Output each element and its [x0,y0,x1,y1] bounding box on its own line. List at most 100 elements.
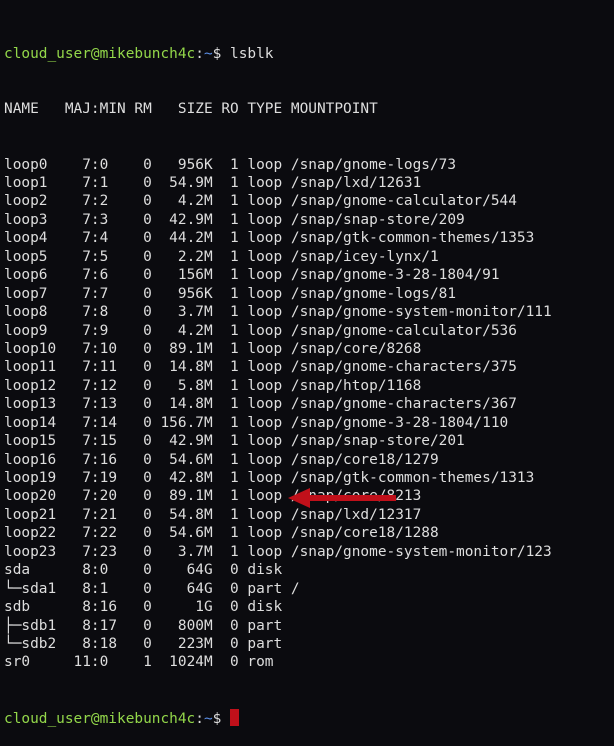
cell-name: loop15 [4,433,65,450]
device-row-loop0: loop0 7:0 0 956K 1 loop /snap/gnome-logs… [4,156,552,174]
cell-size: 2.2M [151,248,213,265]
cell-size: 956K [151,156,213,173]
cell-mountpoint: /snap/gtk-common-themes/1353 [282,230,535,247]
cell-name: loop19 [4,470,65,487]
cell-size: 223M [151,635,213,652]
cell-size: 42.9M [151,433,213,450]
cell-rm: 0 [125,470,152,487]
cell-rm: 0 [125,322,152,339]
header-mountpoint: MOUNTPOINT [282,101,378,118]
device-row-sda1: └─sda1 8:1 0 64G 0 part / [4,580,552,598]
device-row-loop23: loop23 7:23 0 3.7M 1 loop /snap/gnome-sy… [4,543,552,561]
cell-rm: 0 [125,211,152,228]
cell-size: 4.2M [151,322,213,339]
cell-size: 54.8M [151,506,213,523]
cell-rm: 0 [125,414,152,431]
header-ro: RO [212,101,239,118]
device-row-sda: sda 8:0 0 64G 0 disk [4,561,552,579]
cell-name: loop22 [4,525,65,542]
cell-type: loop [238,211,283,228]
cell-ro: 1 [212,211,239,228]
cell-rm: 0 [125,525,152,542]
cell-type: loop [238,267,283,284]
cell-type: loop [238,396,283,413]
cell-type: loop [238,248,283,265]
table-header: NAME MAJ:MIN RM SIZE RO TYPE MOUNTPOINT [4,100,552,118]
cell-ro: 1 [212,488,239,505]
cell-maj-min: 7:5 [64,248,126,265]
device-row-loop6: loop6 7:6 0 156M 1 loop /snap/gnome-3-28… [4,266,552,284]
cell-type: loop [238,451,283,468]
cell-maj-min: 7:3 [64,211,126,228]
cell-name: loop6 [4,267,65,284]
cell-ro: 1 [212,230,239,247]
cell-size: 1G [151,599,213,616]
cell-size: 956K [151,285,213,302]
cell-rm: 0 [125,377,152,394]
cell-ro: 1 [212,248,239,265]
cell-size: 156.7M [151,414,213,431]
cell-maj-min: 11:0 [64,654,126,671]
device-row-loop9: loop9 7:9 0 4.2M 1 loop /snap/gnome-calc… [4,322,552,340]
cell-rm: 0 [125,267,152,284]
cell-rm: 0 [125,193,152,210]
cell-rm: 0 [125,635,152,652]
cell-rm: 0 [125,562,152,579]
cell-type: loop [238,304,283,321]
device-row-loop8: loop8 7:8 0 3.7M 1 loop /snap/gnome-syst… [4,303,552,321]
cell-rm: 0 [125,488,152,505]
header-maj-min: MAJ:MIN [64,101,126,118]
cell-mountpoint: /snap/gnome-system-monitor/123 [282,543,552,560]
cell-maj-min: 7:20 [64,488,126,505]
header-rm: RM [125,101,152,118]
cell-name: loop5 [4,248,65,265]
cell-ro: 1 [212,304,239,321]
cell-maj-min: 7:14 [64,414,126,431]
device-row-loop19: loop19 7:19 0 42.8M 1 loop /snap/gtk-com… [4,469,552,487]
cell-rm: 0 [125,580,152,597]
cell-size: 156M [151,267,213,284]
header-size: SIZE [151,101,213,118]
device-row-loop22: loop22 7:22 0 54.6M 1 loop /snap/core18/… [4,524,552,542]
prompt-user-host: cloud_user@mikebunch4c [4,710,196,727]
cell-name: loop9 [4,322,65,339]
cell-size: 54.6M [151,451,213,468]
cell-rm: 1 [125,654,152,671]
device-row-loop10: loop10 7:10 0 89.1M 1 loop /snap/core/82… [4,340,552,358]
device-row-loop13: loop13 7:13 0 14.8M 1 loop /snap/gnome-c… [4,395,552,413]
cell-mountpoint: /snap/gnome-calculator/544 [282,193,517,210]
prompt-symbol: $ [212,45,231,62]
cell-maj-min: 7:22 [64,525,126,542]
cell-type: loop [238,543,283,560]
cell-ro: 1 [212,193,239,210]
cell-maj-min: 7:9 [64,322,126,339]
cell-mountpoint: /snap/gnome-logs/73 [282,156,457,173]
cell-maj-min: 7:21 [64,506,126,523]
cell-maj-min: 8:18 [64,635,126,652]
device-row-loop14: loop14 7:14 0 156.7M 1 loop /snap/gnome-… [4,414,552,432]
cell-maj-min: 7:13 [64,396,126,413]
cell-ro: 1 [212,470,239,487]
cell-rm: 0 [125,359,152,376]
cell-type: loop [238,470,283,487]
device-row-loop15: loop15 7:15 0 42.9M 1 loop /snap/snap-st… [4,432,552,450]
cell-mountpoint: /snap/gnome-characters/375 [282,359,517,376]
cell-ro: 1 [212,267,239,284]
device-row-loop12: loop12 7:12 0 5.8M 1 loop /snap/htop/116… [4,377,552,395]
cell-mountpoint: /snap/htop/1168 [282,377,422,394]
cell-size: 89.1M [151,488,213,505]
cell-rm: 0 [125,451,152,468]
cell-ro: 0 [212,562,239,579]
cell-type: loop [238,340,283,357]
cell-ro: 1 [212,506,239,523]
device-row-loop4: loop4 7:4 0 44.2M 1 loop /snap/gtk-commo… [4,229,552,247]
cell-size: 4.2M [151,193,213,210]
header-name: NAME [4,101,65,118]
cell-ro: 0 [212,599,239,616]
cell-rm: 0 [125,599,152,616]
prompt-line-current[interactable]: cloud_user@mikebunch4c:~$ [4,708,552,727]
terminal-output[interactable]: cloud_user@mikebunch4c:~$ lsblk NAME MAJ… [4,8,552,746]
cell-type: loop [238,525,283,542]
cell-name: loop13 [4,396,65,413]
cell-name: loop8 [4,304,65,321]
